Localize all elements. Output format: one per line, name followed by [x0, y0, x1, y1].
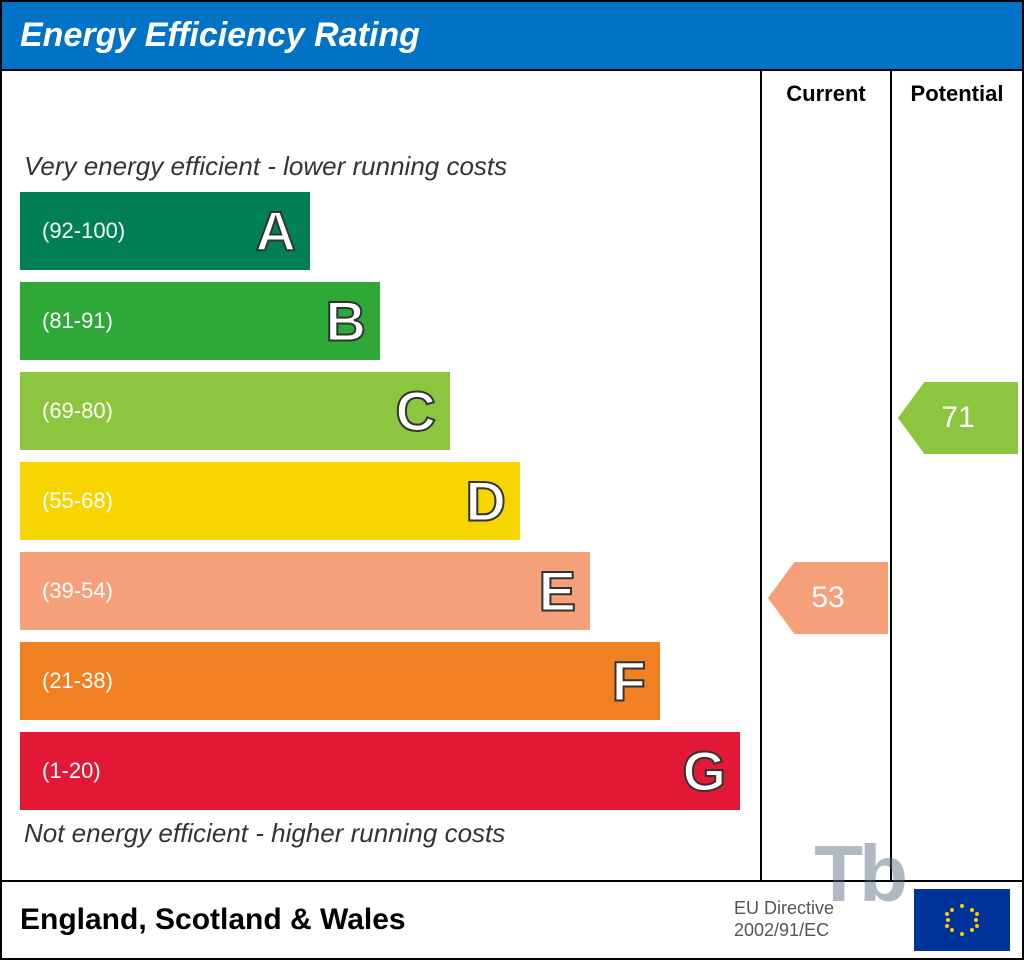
band-row-c: (69-80) C [20, 372, 450, 450]
band-letter: C [396, 379, 436, 444]
band-letter: G [682, 739, 726, 804]
epc-chart: Energy Efficiency Rating Very energy eff… [0, 0, 1024, 960]
band-range: (69-80) [42, 398, 113, 424]
current-pointer: 53 [768, 562, 888, 634]
band-letter: D [466, 469, 506, 534]
chart-body: Very energy efficient - lower running co… [2, 69, 1022, 880]
band-row-e: (39-54) E [20, 552, 590, 630]
band-letter: F [612, 649, 646, 714]
band-row-g: (1-20) G [20, 732, 740, 810]
caption-bottom: Not energy efficient - higher running co… [24, 818, 760, 849]
chart-footer: England, Scotland & Wales EU Directive 2… [2, 880, 1022, 958]
band-range: (39-54) [42, 578, 113, 604]
band-row-b: (81-91) B [20, 282, 380, 360]
footer-region: England, Scotland & Wales [2, 903, 734, 937]
band-range: (92-100) [42, 218, 125, 244]
band-letter: B [326, 289, 366, 354]
bands-list: (92-100) A (81-91) B (69-80) C (55-68) D (39-54)… [20, 192, 760, 810]
band-range: (81-91) [42, 308, 113, 334]
band-range: (55-68) [42, 488, 113, 514]
directive-line2: 2002/91/EC [734, 920, 914, 942]
caption-top: Very energy efficient - lower running co… [24, 151, 760, 182]
band-row-a: (92-100) A [20, 192, 310, 270]
potential-column: Potential 71 [892, 71, 1022, 880]
bands-header-spacer [20, 81, 760, 127]
band-range: (1-20) [42, 758, 101, 784]
footer-directive: EU Directive 2002/91/EC [734, 898, 914, 941]
bands-column: Very energy efficient - lower running co… [2, 71, 762, 880]
band-row-f: (21-38) F [20, 642, 660, 720]
potential-pointer: 71 [898, 382, 1018, 454]
chart-title: Energy Efficiency Rating [2, 2, 1022, 69]
band-row-d: (55-68) D [20, 462, 520, 540]
band-letter: A [256, 199, 296, 264]
current-column: Current 53 [762, 71, 892, 880]
potential-header: Potential [892, 71, 1022, 117]
band-range: (21-38) [42, 668, 113, 694]
eu-flag-icon [914, 889, 1010, 951]
band-letter: E [539, 559, 576, 624]
current-header: Current [762, 71, 890, 117]
directive-line1: EU Directive [734, 898, 914, 920]
